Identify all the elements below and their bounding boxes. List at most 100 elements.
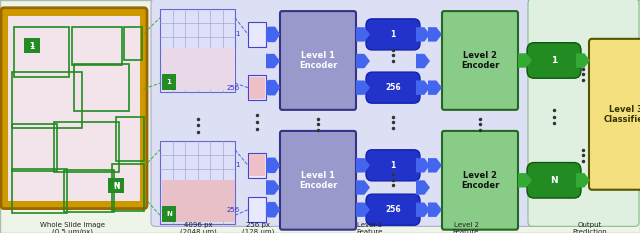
Text: 256: 256: [385, 205, 401, 214]
Bar: [284, 16, 356, 110]
FancyBboxPatch shape: [366, 194, 420, 225]
Polygon shape: [428, 158, 442, 172]
Bar: [162, 48, 235, 90]
Text: 256: 256: [385, 83, 401, 92]
Bar: [162, 180, 235, 222]
Bar: [160, 141, 235, 224]
FancyBboxPatch shape: [366, 72, 420, 103]
Text: Level 1
Encoder: Level 1 Encoder: [299, 51, 337, 70]
Polygon shape: [268, 80, 280, 96]
Polygon shape: [266, 80, 280, 95]
FancyBboxPatch shape: [527, 43, 581, 78]
FancyBboxPatch shape: [280, 131, 356, 230]
Text: 1: 1: [390, 161, 396, 170]
Bar: [248, 22, 266, 47]
Polygon shape: [416, 54, 430, 68]
Polygon shape: [356, 80, 370, 95]
FancyBboxPatch shape: [589, 39, 640, 190]
Text: 1: 1: [551, 56, 557, 65]
Text: 4096 px
(2048 μm)
Patches: 4096 px (2048 μm) Patches: [180, 222, 216, 233]
Bar: [248, 153, 266, 178]
Bar: [284, 135, 356, 230]
Polygon shape: [266, 27, 280, 42]
Text: N: N: [113, 182, 119, 188]
Polygon shape: [428, 202, 442, 217]
Polygon shape: [268, 202, 280, 217]
Bar: [64, 170, 114, 212]
Polygon shape: [268, 27, 280, 42]
Bar: [54, 122, 119, 172]
FancyBboxPatch shape: [280, 11, 356, 110]
Bar: [12, 169, 67, 213]
Polygon shape: [266, 202, 280, 217]
Text: 256: 256: [227, 85, 240, 91]
Polygon shape: [576, 173, 590, 188]
Text: 256 px
(128 μm)
Patches: 256 px (128 μm) Patches: [242, 222, 274, 233]
Polygon shape: [428, 80, 442, 95]
Polygon shape: [416, 80, 430, 95]
Polygon shape: [266, 158, 280, 172]
Bar: [162, 206, 176, 222]
Polygon shape: [576, 53, 590, 68]
Text: Level 1
Feature
Vectors: Level 1 Feature Vectors: [357, 222, 383, 233]
FancyBboxPatch shape: [442, 11, 518, 110]
Polygon shape: [416, 158, 430, 172]
Polygon shape: [356, 158, 370, 172]
Polygon shape: [416, 180, 430, 195]
Bar: [446, 16, 518, 110]
Text: 256: 256: [227, 207, 240, 213]
Bar: [12, 72, 82, 128]
Bar: [74, 64, 129, 111]
Bar: [594, 44, 640, 189]
Bar: [162, 74, 176, 90]
Text: N: N: [166, 211, 172, 217]
Text: Level 1
Encoder: Level 1 Encoder: [299, 171, 337, 190]
Text: 1: 1: [166, 79, 172, 85]
Text: Level 2
Encoder: Level 2 Encoder: [461, 51, 499, 70]
Polygon shape: [356, 27, 370, 42]
Bar: [14, 27, 69, 77]
Bar: [248, 198, 266, 222]
Text: 1: 1: [29, 42, 35, 48]
FancyBboxPatch shape: [442, 131, 518, 230]
FancyBboxPatch shape: [366, 150, 420, 181]
Bar: [12, 124, 57, 171]
Text: 1: 1: [29, 42, 35, 51]
Bar: [160, 9, 235, 92]
Text: Level 3
Classifier: Level 3 Classifier: [604, 105, 640, 124]
Polygon shape: [356, 54, 370, 68]
Polygon shape: [356, 202, 370, 217]
Polygon shape: [518, 53, 532, 68]
Bar: [446, 135, 518, 230]
Bar: [108, 178, 124, 193]
Text: Level 2
Feature
Vectors: Level 2 Feature Vectors: [453, 222, 479, 233]
FancyBboxPatch shape: [1, 8, 147, 209]
Text: 1: 1: [390, 30, 396, 39]
Polygon shape: [268, 158, 280, 173]
Bar: [24, 38, 40, 53]
FancyBboxPatch shape: [528, 0, 639, 226]
Text: N: N: [113, 182, 119, 191]
Text: 1: 1: [236, 162, 240, 168]
Text: 1: 1: [236, 31, 240, 37]
Polygon shape: [518, 173, 532, 188]
Text: N: N: [550, 176, 558, 185]
FancyBboxPatch shape: [527, 163, 581, 198]
Polygon shape: [428, 27, 442, 42]
Bar: [116, 116, 144, 161]
Polygon shape: [356, 180, 370, 195]
Text: Output
Prediction: Output Prediction: [573, 222, 607, 233]
Bar: [124, 27, 142, 60]
Bar: [72, 27, 122, 65]
Bar: [249, 77, 265, 99]
Polygon shape: [266, 54, 280, 68]
FancyBboxPatch shape: [151, 0, 539, 226]
Polygon shape: [416, 202, 430, 217]
Bar: [8, 16, 140, 201]
Bar: [248, 75, 266, 100]
Polygon shape: [416, 27, 430, 42]
Polygon shape: [266, 180, 280, 195]
Bar: [112, 164, 144, 211]
Bar: [249, 154, 265, 176]
FancyBboxPatch shape: [366, 19, 420, 50]
